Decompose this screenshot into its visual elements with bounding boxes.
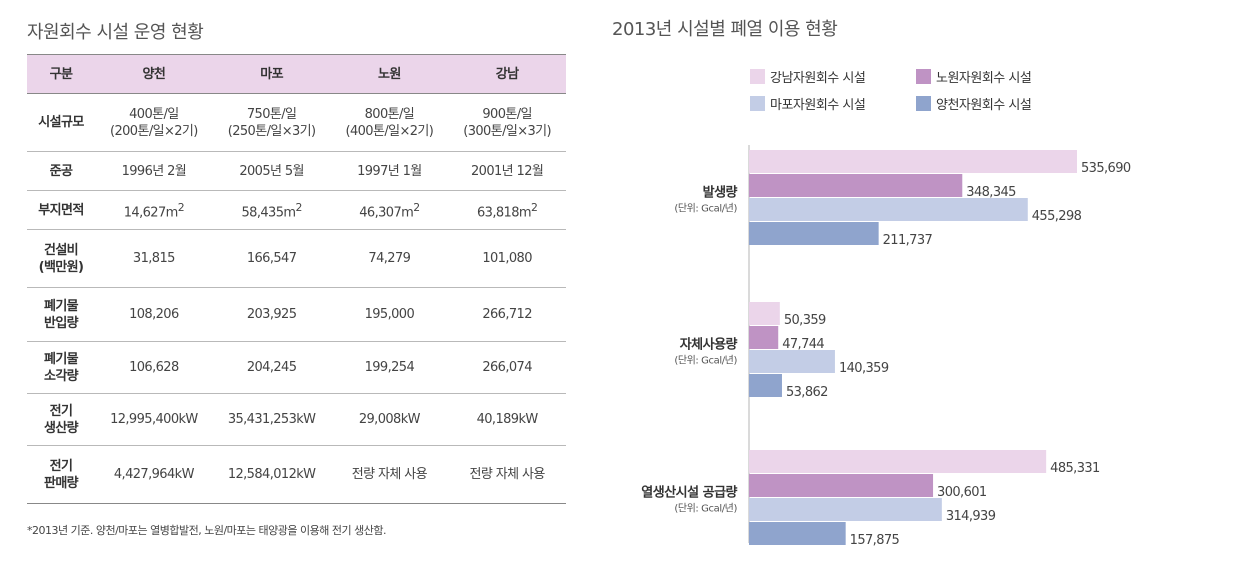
data-label: 50,359 [784,313,826,328]
legend-label-yangcheon: 양천자원회수 시설 [936,98,1031,113]
table-cell: 204,245 [212,341,331,394]
data-label: 47,744 [782,337,824,352]
table-cell: 31,815 [95,229,213,288]
table-cell: 40,189kW [448,393,566,446]
bar-nowon [749,326,779,349]
header-yangcheon: 양천 [95,54,213,94]
legend-label-nowon: 노원자원회수 시설 [936,71,1031,86]
header-gangnam: 강남 [448,54,566,94]
table-cell: 266,712 [448,287,566,342]
legend-label-mapo: 마포자원회수 시설 [770,98,865,113]
table-cell: 4,427,964kW [95,445,213,504]
legend-swatch-yangcheon [916,96,931,111]
row-waste-intake: 폐기물 반입량 108,206 203,925 195,000 266,712 [27,287,566,342]
bar-mapo [749,198,1028,221]
row-label: 부지면적 [27,190,95,230]
table-header-row: 구분 양천 마포 노원 강남 [27,54,566,94]
category-unit: (단위: Gcal/년) [674,354,737,367]
bar-nowon [749,174,963,197]
row-label: 건설비 (백만원) [27,229,95,288]
table-cell: 14,627m2 [95,190,213,230]
table-cell: 266,074 [448,341,566,394]
table-cell: 195,000 [330,287,449,342]
table-cell: 108,206 [95,287,213,342]
category-label: 발생량 [703,185,738,201]
bar-gangnam [749,450,1047,473]
table-cell: 1997년 1월 [330,151,449,191]
row-power-sold: 전기 판매량 4,427,964kW 12,584,012kW 전량 자체 사용… [27,445,566,504]
category-label: 자체사용량 [680,337,738,353]
data-label: 300,601 [937,485,987,500]
row-label: 전기 생산량 [27,393,95,446]
table-cell: 74,279 [330,229,449,288]
row-completion: 준공 1996년 2월 2005년 5월 1997년 1월 2001년 12월 [27,151,566,191]
header-mapo: 마포 [212,54,331,94]
table-cell: 63,818m2 [448,190,566,230]
bar-mapo [749,350,835,373]
row-label: 폐기물 반입량 [27,287,95,342]
row-construction-cost: 건설비 (백만원) 31,815 166,547 74,279 101,080 [27,229,566,288]
data-label: 157,875 [850,533,900,548]
legend-label-gangnam: 강남자원회수 시설 [770,71,865,86]
bar-yangcheon [749,374,782,397]
table-cell: 750톤/일 (250톤/일×3기) [212,93,331,152]
header-category: 구분 [27,54,95,94]
bar-nowon [749,474,934,497]
category-label: 열생산시설 공급량 [641,485,737,501]
bar-mapo [749,498,942,521]
table-cell: 1996년 2월 [95,151,213,191]
legend-swatch-gangnam [750,69,765,84]
table-cell: 800톤/일 (400톤/일×2기) [330,93,449,152]
bar-yangcheon [749,522,846,545]
table-cell: 29,008kW [330,393,449,446]
table-cell: 12,995,400kW [95,393,213,446]
table-cell: 전량 자체 사용 [330,445,449,504]
data-label: 485,331 [1050,461,1100,476]
legend-swatch-mapo [750,96,765,111]
table-cell: 199,254 [330,341,449,394]
data-label: 53,862 [786,385,828,400]
facility-table: 구분 양천 마포 노원 강남 시설규모 400톤/일 (200톤/일×2기) 7… [27,54,566,504]
table-cell: 106,628 [95,341,213,394]
category-unit: (단위: Gcal/년) [674,202,737,215]
bar-yangcheon [749,222,879,245]
table-footnote: *2013년 기준. 양천/마포는 열병합발전, 노원/마포는 태양광을 이용해… [27,524,386,537]
header-nowon: 노원 [330,54,449,94]
chart-title: 2013년 시설별 폐열 이용 현황 [612,19,838,40]
table-cell: 101,080 [448,229,566,288]
data-label: 314,939 [946,509,996,524]
table-cell: 2001년 12월 [448,151,566,191]
row-label: 준공 [27,151,95,191]
table-cell: 900톤/일 (300톤/일×3기) [448,93,566,152]
data-label: 455,298 [1032,209,1082,224]
row-power-generated: 전기 생산량 12,995,400kW 35,431,253kW 29,008k… [27,393,566,446]
table-cell: 400톤/일 (200톤/일×2기) [95,93,213,152]
data-label: 140,359 [839,361,889,376]
data-label: 211,737 [883,233,933,248]
table-cell: 58,435m2 [212,190,331,230]
row-capacity: 시설규모 400톤/일 (200톤/일×2기) 750톤/일 (250톤/일×3… [27,93,566,152]
row-waste-incinerated: 폐기물 소각량 106,628 204,245 199,254 266,074 [27,341,566,394]
data-label: 348,345 [966,185,1016,200]
row-label: 폐기물 소각량 [27,341,95,394]
bar-gangnam [749,150,1077,173]
bar-gangnam [749,302,780,325]
table-cell: 12,584,012kW [212,445,331,504]
table-title: 자원회수 시설 운영 현황 [27,22,204,43]
category-unit: (단위: Gcal/년) [674,502,737,515]
legend-swatch-nowon [916,69,931,84]
table-cell: 46,307m2 [330,190,449,230]
data-label: 535,690 [1081,161,1131,176]
table-cell: 166,547 [212,229,331,288]
table-cell: 전량 자체 사용 [448,445,566,504]
row-site-area: 부지면적 14,627m2 58,435m2 46,307m2 63,818m2 [27,190,566,230]
table-cell: 35,431,253kW [212,393,331,446]
row-label: 시설규모 [27,93,95,152]
table-cell: 203,925 [212,287,331,342]
row-label: 전기 판매량 [27,445,95,504]
table-cell: 2005년 5월 [212,151,331,191]
